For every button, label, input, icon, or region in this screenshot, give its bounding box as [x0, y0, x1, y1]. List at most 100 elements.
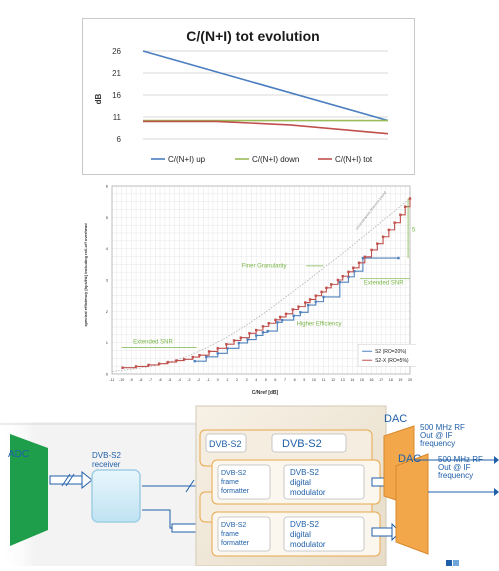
chart2-y-tick: 1 — [106, 340, 109, 345]
chart2-x-tick: 1 — [226, 378, 228, 382]
module-top-modulator-2: digital — [290, 478, 311, 487]
chart2-annot-finer: Finer Granularity — [242, 263, 287, 269]
chart2-x-tick: 10 — [312, 378, 316, 382]
module-bottom-formatter-2: frame — [221, 531, 239, 538]
corner-logo-light — [453, 560, 459, 566]
chart2-point — [353, 270, 356, 273]
chart2-point — [266, 329, 269, 333]
rf-top-line-3: frequency — [420, 439, 455, 448]
receiver-block — [91, 469, 141, 523]
spectral-efficiency-chart: -11 -10 -9 -8 -7 -6 -5 -4 -3 -2 -1 0 1 2 3 4 5 6 7 8 9 10 11 12… — [80, 180, 431, 398]
module-top-formatter-1: DVB-S2 — [221, 470, 246, 477]
chart2-point — [274, 318, 277, 321]
chart2-point — [292, 314, 295, 317]
chart1-legend-label: C/(N+I) down — [252, 155, 299, 164]
chart2-point — [280, 318, 284, 322]
chart2-annot-51: 51% — [412, 227, 416, 233]
dac-label-front: DAC — [398, 453, 421, 465]
back-card-1-left: DVB-S2 — [209, 439, 242, 449]
chart2-x-tick: -10 — [119, 378, 124, 382]
chart1-legend-label: C/(N+I) up — [168, 155, 206, 164]
chart2-x-tick: 12 — [331, 378, 335, 382]
chart2-x-tick: 11 — [322, 378, 326, 382]
chart2-y-tick: 6 — [106, 184, 109, 189]
chart2-x-tick: -9 — [130, 378, 133, 382]
module-top-formatter-2: frame — [221, 479, 239, 486]
adc-to-receiver-arrow — [49, 470, 93, 490]
module-bottom-modulator-3: modulator — [290, 540, 326, 549]
chart2-x-tick: -7 — [149, 378, 152, 382]
spectral-efficiency-svg: -11 -10 -9 -8 -7 -6 -5 -4 -3 -2 -1 0 1 2 3 4 5 6 7 8 9 10 11 12… — [83, 184, 431, 396]
chart1-y-tick: 11 — [113, 113, 122, 122]
module-bottom-modulator-2: digital — [290, 530, 311, 539]
corner-logo-blue — [446, 560, 452, 566]
chart2-x-tick: 20 — [408, 378, 412, 382]
chart2-point — [267, 322, 270, 325]
chart2-point — [376, 242, 379, 245]
chart1-title: C/(N+I) tot evolution — [186, 28, 319, 44]
back-card-1-right: DVB-S2 — [282, 438, 322, 450]
rf-front-line-1: 500 MHz RF — [438, 455, 483, 464]
chart2-point — [297, 305, 300, 308]
chart2-point — [336, 278, 340, 282]
module-top-formatter-3: formatter — [221, 488, 250, 495]
chart2-point — [352, 266, 355, 269]
chart1-y-tick: 16 — [112, 91, 121, 100]
chart2-x-tick: 7 — [284, 378, 286, 382]
chart2-point — [225, 343, 228, 346]
chart1-y-tick: 6 — [117, 135, 122, 144]
rf-front-line-3: frequency — [438, 471, 473, 480]
chart2-y-tick: 2 — [106, 309, 109, 314]
module-top: DVB-S2 frame formatter DVB-S2 digital mo… — [211, 459, 381, 505]
chart2-y-tick: 0 — [106, 372, 109, 377]
chart2-annot-ext-left: Extended SNR — [133, 339, 173, 345]
chart2-x-tick: 2 — [236, 378, 238, 382]
chart2-point — [329, 283, 333, 286]
chart2-x-tick: 13 — [341, 378, 345, 382]
chart2-x-tick: 0 — [217, 378, 219, 382]
chart2-point — [397, 256, 400, 260]
block-diagram-svg: ADC DVB-S2 receiver DVB-S2 — [0, 405, 499, 567]
chart2-point — [261, 331, 265, 334]
chart2-point — [306, 303, 310, 307]
module-bottom: DVB-S2 frame formatter DVB-S2 digital mo… — [211, 511, 381, 557]
chart2-point — [261, 325, 265, 328]
chart2-y-tick: 4 — [106, 246, 109, 251]
rf-front-line-2: Out @ IF — [438, 463, 471, 472]
chart2-point — [237, 341, 241, 345]
chart2-x-tick: -3 — [187, 378, 190, 382]
chart2-point — [357, 261, 361, 264]
chart2-point — [279, 315, 282, 319]
chart2-plot-frame — [111, 185, 411, 375]
chart2-point — [347, 270, 350, 274]
chart2-point — [314, 300, 317, 303]
module-bottom-modulator-1: DVB-S2 — [290, 520, 319, 529]
chart2-annot-higher: Higher Efficiency — [297, 321, 342, 327]
rf-output-arrow-front — [428, 488, 499, 496]
chart2-x-tick: -11 — [110, 378, 115, 382]
chart2-point — [393, 221, 396, 224]
cni-evolution-svg: C/(N+I) tot evolution dB 26 21 16 11 6 C/(N+… — [94, 28, 389, 164]
chart2-point — [322, 295, 325, 299]
chart2-point — [308, 298, 312, 301]
chart2-x-tick: -5 — [168, 378, 171, 382]
chart2-point — [246, 338, 249, 341]
chart2-point — [166, 360, 169, 364]
receiver-label-1: DVB-S2 — [92, 451, 121, 460]
chart2-y-tick: 5 — [106, 215, 109, 220]
chart2-point — [216, 352, 219, 355]
chart2-point — [182, 358, 186, 361]
cni-evolution-chart: C/(N+I) tot evolution dB 26 21 16 11 6 C/(N+… — [82, 18, 415, 175]
chart2-point — [134, 365, 138, 368]
chart2-point — [276, 321, 279, 324]
chart2-point — [147, 363, 150, 367]
chart2-point — [325, 286, 328, 290]
chart2-x-tick: 15 — [360, 378, 364, 382]
chart2-point — [304, 301, 307, 304]
chart2-point — [205, 355, 208, 358]
chart2-point — [399, 213, 402, 217]
chart2-point — [121, 366, 124, 369]
chart2-shannon-label: unconstrained Shannon bound — [355, 190, 388, 230]
chart2-point — [341, 275, 344, 278]
chart2-x-tick: 3 — [246, 378, 248, 382]
